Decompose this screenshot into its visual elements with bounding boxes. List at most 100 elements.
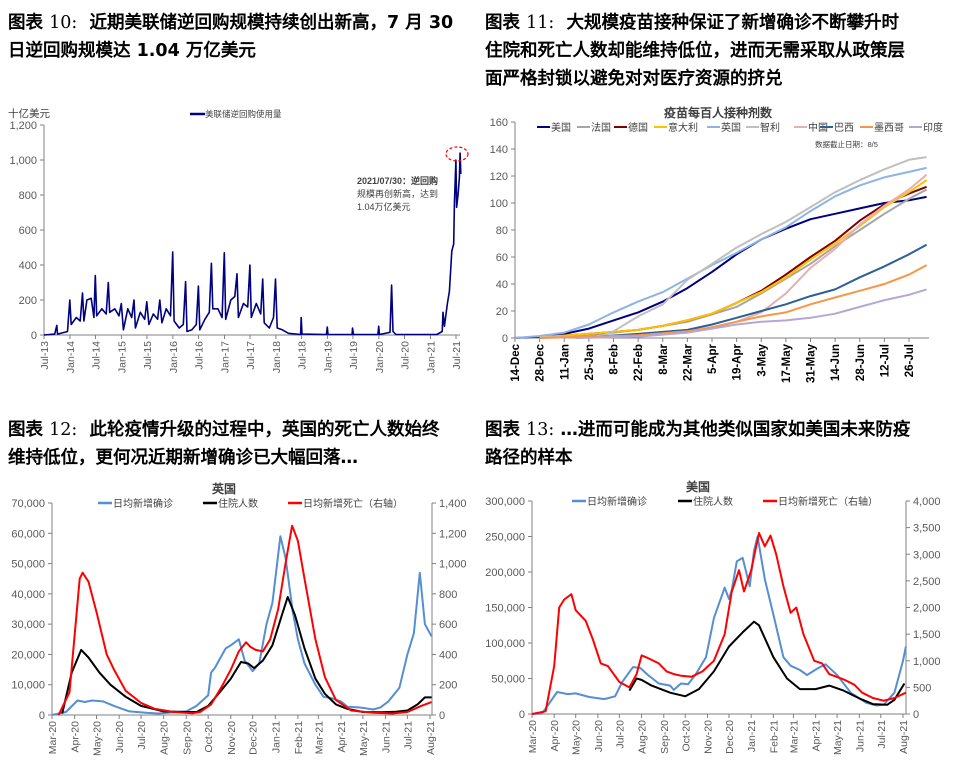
y-tick-label: 80 bbox=[496, 225, 508, 237]
y-tick-label: 60,000 bbox=[11, 528, 45, 540]
legend-label: 法国 bbox=[591, 121, 611, 134]
x-tick-label: Dec-20 bbox=[248, 721, 260, 755]
y-tick-label: 160 bbox=[490, 117, 508, 129]
x-tick-label: 5-Apr bbox=[707, 343, 719, 374]
figure-label: 图表 bbox=[485, 420, 520, 440]
legend-label: 德国 bbox=[628, 121, 648, 134]
y2-tick-label: 400 bbox=[439, 649, 457, 661]
y2-tick-label: 800 bbox=[439, 589, 457, 601]
figure-10-title: 图表 10: 近期美联储逆回购规模持续创出新高，7 月 30 日逆回购规模达 1… bbox=[8, 9, 453, 65]
x-tick-label: Aug-20 bbox=[637, 720, 649, 754]
y-tick-label: 800 bbox=[19, 190, 37, 202]
y-tick-label: 60 bbox=[496, 252, 508, 264]
title-line: 住院和死亡人数却能维持低位，进而无需采取从政策层 bbox=[485, 41, 905, 61]
title-line: 此轮疫情升级的过程中，英国的死亡人数始终 bbox=[89, 420, 440, 440]
x-tick-label: 26-Jul bbox=[904, 344, 916, 377]
legend-label: 美联储逆回购使用量 bbox=[205, 109, 282, 119]
x-tick-label: 22-Feb bbox=[633, 344, 645, 381]
y2-tick-label: 1,200 bbox=[439, 528, 467, 540]
series-line-5 bbox=[514, 166, 927, 339]
x-tick-label: 14-Dec bbox=[510, 343, 522, 381]
x-tick-label: Jul-20 bbox=[614, 720, 626, 749]
chart-1: 0 200 400 600 800 1,000 1,200 Jul-13 Jan-14 Jul-1… bbox=[8, 107, 469, 373]
legend-label: 日均新增确诊 bbox=[113, 497, 173, 510]
y2-tick-label: 500 bbox=[913, 682, 931, 694]
y-tick-label: 50,000 bbox=[491, 674, 525, 686]
figure-label: 图表 bbox=[485, 13, 520, 33]
x-tick-label: Jan-18 bbox=[271, 341, 283, 373]
y2-tick-label: 1,400 bbox=[439, 498, 467, 510]
series-line-6 bbox=[539, 156, 927, 339]
x-tick-label: Sep-20 bbox=[181, 721, 193, 755]
x-tick-label: 17-May bbox=[781, 343, 793, 383]
y-tick-label: 50,000 bbox=[11, 559, 45, 571]
y-tick-label: 0 bbox=[39, 710, 45, 722]
x-tick-label: 31-May bbox=[806, 343, 818, 383]
x-tick-label: Jun-20 bbox=[114, 721, 126, 753]
series-line-1 bbox=[531, 535, 907, 715]
x-tick-label: 3-May bbox=[756, 343, 768, 376]
x-tick-label: Aug-21 bbox=[898, 720, 910, 754]
x-tick-label: Aug-21 bbox=[425, 721, 437, 755]
x-tick-label: May-21 bbox=[832, 720, 844, 755]
legend-label: 中国 bbox=[808, 121, 828, 134]
y-tick-label: 120 bbox=[490, 171, 508, 183]
x-tick-label: 8-Mar bbox=[658, 343, 670, 374]
legend-label: 美国 bbox=[551, 121, 571, 134]
x-tick-label: Feb-21 bbox=[293, 721, 305, 754]
figure-number: 13: bbox=[526, 420, 555, 440]
figure-number: 12: bbox=[49, 420, 78, 440]
x-tick-label: 19-Apr bbox=[732, 343, 744, 380]
x-tick-label: Jul-14 bbox=[90, 341, 102, 370]
series-line-4 bbox=[539, 179, 928, 339]
figure-12-title: 图表 12: 此轮疫情升级的过程中，英国的死亡人数始终 维持低位，更何况近期新增… bbox=[8, 416, 439, 472]
y2-tick-label: 1,000 bbox=[439, 559, 467, 571]
x-tick-label: 8-Feb bbox=[609, 344, 621, 375]
series-line-9 bbox=[539, 264, 928, 339]
x-tick-label: 25-Jan bbox=[584, 344, 596, 380]
legend-label: 印度 bbox=[923, 121, 943, 134]
x-tick-label: Jun-21 bbox=[854, 720, 866, 752]
y-unit-label: 十亿美元 bbox=[8, 107, 50, 120]
legend-label: 意大利 bbox=[668, 121, 698, 134]
y2-tick-label: 0 bbox=[913, 709, 919, 721]
series-line-1 bbox=[43, 152, 462, 336]
x-tick-label: Apr-20 bbox=[549, 720, 561, 752]
x-tick-label: Apr-21 bbox=[336, 721, 348, 753]
x-tick-label: 28-Jun bbox=[855, 344, 867, 381]
y-tick-label: 200 bbox=[19, 295, 37, 307]
y-tick-label: 0 bbox=[502, 333, 508, 345]
x-tick-label: 28-Dec bbox=[535, 343, 547, 381]
series-line-1 bbox=[514, 195, 927, 339]
y2-tick-label: 1,500 bbox=[913, 629, 941, 641]
figure-number: 11: bbox=[526, 13, 555, 33]
title-line: …进而可能成为其他类似国家如美国未来防疫 bbox=[560, 420, 911, 440]
chart-2: 0 20 40 60 80 100 120 140 160 14-Dec 28-Dec 11-Jan 2… bbox=[490, 105, 943, 383]
legend-label: 日均新增确诊 bbox=[587, 495, 647, 508]
title-line: 大规模疫苗接种保证了新增确诊不断攀升时 bbox=[566, 13, 899, 33]
y2-tick-label: 1,000 bbox=[913, 656, 941, 668]
figure-label: 图表 bbox=[8, 420, 43, 440]
x-tick-label: Jul-13 bbox=[39, 341, 51, 370]
legend-label: 住院人数 bbox=[218, 497, 258, 510]
x-tick-label: Nov-20 bbox=[702, 720, 714, 754]
x-tick-label: Jan-21 bbox=[746, 720, 758, 752]
y-tick-label: 70,000 bbox=[11, 498, 45, 510]
x-tick-label: 12-Jul bbox=[879, 344, 891, 377]
legend-label: 日均新增死亡（右轴） bbox=[778, 495, 878, 508]
x-tick-label: Jul-18 bbox=[296, 341, 308, 370]
y-tick-label: 100 bbox=[490, 198, 508, 210]
x-tick-label: Mar-20 bbox=[47, 721, 59, 754]
legend-label: 英国 bbox=[721, 121, 741, 134]
series-line-2 bbox=[628, 620, 906, 706]
legend-label: 日均新增死亡（右轴） bbox=[303, 497, 403, 510]
x-tick-label: May-20 bbox=[92, 721, 104, 756]
x-tick-label: Jan-19 bbox=[322, 341, 334, 373]
y2-tick-label: 2,000 bbox=[913, 603, 941, 615]
y2-tick-label: 600 bbox=[439, 619, 457, 631]
x-tick-label: Mar-21 bbox=[788, 720, 800, 753]
x-tick-label: Jan-21 bbox=[270, 721, 282, 753]
y-tick-label: 10,000 bbox=[11, 680, 45, 692]
y-tick-label: 0 bbox=[31, 330, 37, 342]
data-cutoff-note: 数据截止日期：8/5 bbox=[815, 139, 878, 149]
